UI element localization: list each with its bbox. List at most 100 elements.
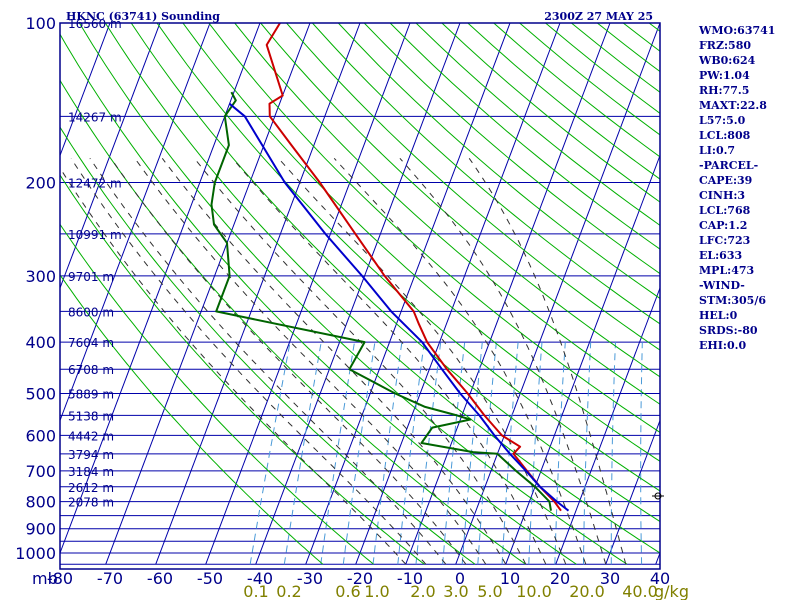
stat-item: LI:0.7	[699, 144, 736, 157]
temperature-tick-label: 40	[650, 569, 670, 588]
height-label: 9701 m	[68, 270, 114, 284]
mixing-ratio-tick-label: 1.0	[364, 582, 389, 600]
dry-adiabat-line	[337, 23, 660, 300]
pressure-tick-label: 800	[25, 493, 56, 512]
temperature-tick-label: 10	[500, 569, 520, 588]
dry-adiabat-line	[156, 23, 660, 492]
stat-item: LFC:723	[699, 234, 751, 247]
pressure-tick-label: 200	[25, 174, 56, 193]
temperature-profile-line	[265, 23, 562, 512]
dry-adiabat-line	[130, 23, 660, 523]
temperature-tick-label: -60	[147, 569, 173, 588]
height-label: 2612 m	[68, 481, 114, 495]
isotherm-line	[60, 23, 61, 25]
isotherm-line	[105, 23, 311, 565]
moist-adiabat-line	[134, 158, 487, 565]
height-label: 10991 m	[68, 228, 122, 242]
mixing-ratio-line	[501, 342, 519, 565]
pressure-tick-label: 1000	[15, 544, 56, 563]
dry-adiabat-line	[60, 223, 374, 565]
temperature-tick-label: -20	[347, 569, 373, 588]
pressure-tick-label: 100	[25, 14, 56, 33]
stat-item: SRDS:-80	[699, 324, 758, 337]
parcel-profile-line	[228, 102, 570, 512]
mixing-ratio-line	[283, 342, 322, 565]
temperature-axis-labels: -80 -70 -60 -50 -40 -30 -20 -10 0 10 20 30 40	[47, 569, 670, 588]
moist-adiabat-line	[399, 157, 607, 565]
isotherm-line	[505, 154, 660, 565]
moist-adiabat-line	[468, 158, 627, 565]
pressure-tick-label: 400	[25, 333, 56, 352]
height-label: 2078 m	[68, 496, 114, 510]
dry-adiabat-line	[182, 23, 660, 462]
temperature-tick-label: -70	[97, 569, 123, 588]
mixing-ratio-tick-label: 40.0	[622, 582, 658, 600]
mixing-ratio-line	[320, 342, 355, 565]
moist-adiabat-line	[194, 157, 527, 565]
dewpoint-profile-line	[210, 91, 552, 511]
stat-item: -PARCEL-	[699, 159, 759, 172]
mixing-ratio-line	[342, 342, 376, 565]
dry-adiabat-line	[208, 23, 660, 434]
temperature-tick-label: 0	[455, 569, 465, 588]
pressure-tick-label: 500	[25, 384, 56, 403]
mixing-ratio-line	[415, 342, 442, 565]
chart-title: HKNC (63741) Sounding	[66, 10, 220, 23]
mixing-ratio-line	[372, 342, 403, 565]
temperature-tick-label: -10	[397, 569, 423, 588]
mixing-ratio-labels: 0.1 0.2 0.6 1.0 2.0 3.0 5.0 10.0 20.0 40.0	[243, 582, 658, 600]
dry-adiabat-line	[60, 33, 577, 565]
moist-adiabat-line	[60, 167, 407, 565]
mixing-ratio-line	[610, 342, 616, 565]
mixing-ratio-tick-label: 0.1	[243, 582, 268, 600]
mixing-ratio-line	[477, 342, 497, 565]
stat-item: LCL:768	[699, 204, 751, 217]
stat-item: RH:77.5	[699, 84, 750, 97]
stat-item: LCL:808	[699, 129, 751, 142]
isotherm-line	[305, 23, 511, 565]
stat-item: CAPE:39	[699, 174, 753, 187]
isotherm-line	[155, 23, 361, 565]
isotherm-line	[205, 23, 411, 565]
height-label: 5138 m	[68, 409, 114, 423]
plot-area	[0, 23, 660, 565]
mixing-ratio-line	[640, 342, 643, 565]
moist-adiabat-line	[333, 157, 587, 565]
dry-adiabat-line	[363, 23, 660, 275]
mixing-ratio-tick-label: 0.6	[335, 582, 360, 600]
mixing-ratio-tick-label: 20.0	[569, 582, 605, 600]
temperature-tick-label: -80	[47, 569, 73, 588]
mixing-ratio-tick-label: 2.0	[410, 582, 435, 600]
height-label: 16560 m	[68, 17, 122, 31]
mixing-ratio-line	[249, 342, 291, 565]
isotherm-line	[255, 23, 461, 565]
isotherm-line	[555, 286, 660, 565]
dry-adiabat-line	[78, 23, 628, 565]
temperature-tick-label: -40	[247, 569, 273, 588]
dry-adiabat-line	[60, 273, 324, 565]
temperature-tick-label: -50	[197, 569, 223, 588]
moist-adiabat-line	[161, 158, 507, 565]
height-labels: 16560 m 14267 m 12472 m 10991 m 9701 m 8600 m…	[68, 17, 122, 510]
pressure-tick-label: 300	[25, 267, 56, 286]
moist-adiabat-line	[89, 158, 447, 565]
stat-item: L57:5.0	[699, 114, 746, 127]
isotherm-line	[0, 23, 10, 564]
stat-item: MPL:473	[699, 264, 755, 277]
isotherm-line	[455, 23, 660, 565]
stat-item: CINH:3	[699, 189, 746, 202]
moist-adiabat-lines	[60, 157, 627, 565]
isotherm-line	[60, 23, 111, 157]
mixing-ratio-tick-label: 10.0	[516, 582, 552, 600]
dry-adiabat-line	[312, 23, 660, 325]
isotherm-line	[355, 23, 561, 565]
height-label: 3794 m	[68, 448, 114, 462]
mixing-ratio-line	[528, 342, 543, 565]
height-label: 7604 m	[68, 336, 114, 350]
plot-frame	[59, 22, 661, 570]
stats-panel: WMO:63741 FRZ:580 WB0:624 PW:1.04 RH:77.5 MAX…	[699, 23, 775, 353]
height-label: 6708 m	[68, 363, 114, 377]
stat-item: EL:633	[699, 249, 743, 262]
dry-adiabat-line	[60, 126, 476, 565]
